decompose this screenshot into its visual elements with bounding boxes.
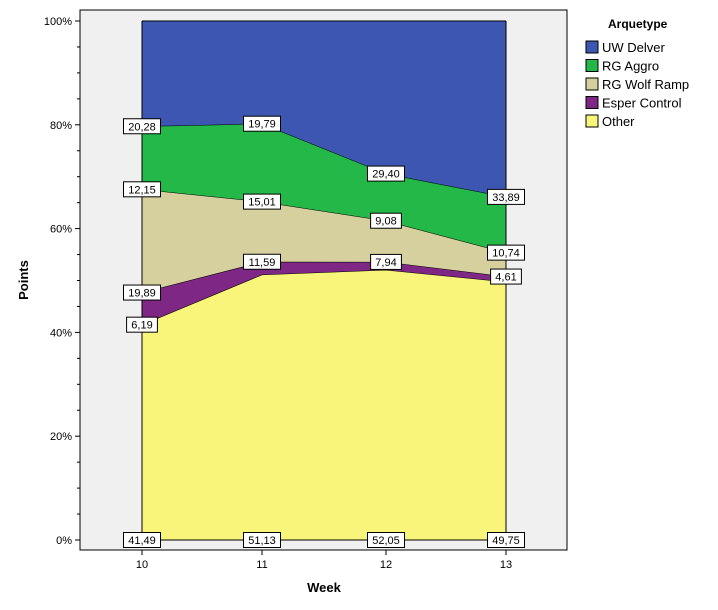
data-label: 33,89 (487, 188, 525, 205)
area-rg-aggro (142, 123, 506, 253)
area-other (142, 269, 506, 540)
data-label-box (243, 253, 281, 270)
data-label-text: 51,13 (248, 535, 276, 547)
y-tick-label: 40% (50, 327, 72, 339)
data-label-text: 20,28 (128, 121, 156, 133)
data-label-text: 12,15 (128, 184, 156, 196)
data-label-text: 19,89 (128, 288, 156, 300)
x-tick-label: 12 (380, 559, 392, 571)
data-label-box (367, 532, 405, 548)
data-label: 41,49 (123, 532, 161, 548)
x-axis: 10 11 12 13 (136, 550, 512, 571)
legend-label-other: Other (602, 114, 635, 129)
legend-label-uw-delver: UW Delver (602, 40, 666, 55)
x-axis-title: Week (307, 580, 341, 595)
y-axis-title: Points (16, 260, 31, 300)
data-label: 7,94 (370, 253, 402, 270)
data-label-box (487, 532, 525, 548)
legend-swatch-rg-aggro (585, 59, 599, 72)
data-label-text: 29,40 (372, 169, 400, 181)
data-label-box (123, 118, 161, 135)
data-label-text: 41,49 (128, 535, 156, 547)
data-label: 6,19 (126, 316, 158, 333)
data-label: 4,61 (490, 268, 522, 285)
data-label-text: 49,75 (492, 535, 520, 547)
data-label-text: 10,74 (492, 248, 520, 260)
legend-swatch-uw-delver (585, 40, 599, 54)
data-label: 20,28 (123, 118, 161, 135)
x-tick-label: 10 (136, 559, 148, 571)
legend-title: Arquetype (608, 17, 668, 31)
data-label-box (243, 193, 281, 210)
data-label: 12,15 (123, 181, 161, 198)
data-label-box (487, 188, 525, 205)
area-rg-wolf-ramp (142, 189, 506, 293)
data-label-box (123, 181, 161, 198)
x-tick-label: 13 (500, 559, 512, 571)
data-label-box (370, 212, 402, 229)
area-uw-delver (142, 21, 506, 197)
y-tick-label: 60% (50, 224, 72, 236)
legend-label-rg-aggro: RG Aggro (602, 59, 659, 74)
legend-label-esper-control: Esper Control (602, 96, 682, 111)
data-label: 11,59 (243, 253, 281, 270)
y-tick-label: 80% (50, 120, 72, 132)
legend-swatch-rg-wolf-ramp (585, 77, 599, 91)
data-label-box (123, 532, 161, 548)
data-label-text: 33,89 (492, 192, 520, 204)
legend-label-rg-wolf-ramp: RG Wolf Ramp (602, 77, 689, 92)
data-label: 19,89 (123, 284, 161, 301)
y-tick-label: 20% (50, 431, 72, 443)
data-label: 10,74 (487, 244, 525, 261)
data-label: 9,08 (370, 212, 402, 229)
data-label: 19,79 (243, 115, 281, 132)
data-label-text: 4,61 (495, 272, 516, 284)
data-label-box (243, 532, 281, 548)
data-label-text: 19,79 (248, 119, 276, 131)
data-label: 15,01 (243, 193, 281, 210)
series-areas (141, 20, 507, 541)
legend-swatch-esper-control (585, 96, 599, 109)
data-label-box (243, 115, 281, 132)
data-label-text: 15,01 (248, 197, 276, 209)
data-label: 29,40 (367, 165, 405, 182)
data-label-text: 52,05 (372, 535, 400, 547)
data-labels: 41,49 51,13 52,05 49,75 6,19 19,89 11,59 7,94 4,… (123, 115, 525, 548)
y-axis: 0% 20% 40% 60% 80% 100% (44, 16, 80, 547)
data-label: 51,13 (243, 532, 281, 548)
legend: Arquetype UW Delver RG Aggro RG Wolf Ramp E… (585, 17, 689, 129)
data-label-text: 9,08 (375, 216, 396, 228)
data-label-box (367, 165, 405, 182)
area-esper-control (142, 261, 506, 325)
data-label-box (490, 268, 522, 285)
y-tick-label: 100% (44, 16, 72, 28)
data-label: 49,75 (487, 532, 525, 548)
legend-swatch-other (585, 114, 599, 128)
data-label-box (370, 253, 402, 270)
line-esper-control (141, 261, 507, 294)
data-label-box (487, 244, 525, 261)
data-label-text: 11,59 (249, 257, 276, 269)
data-label-text: 6,19 (131, 320, 152, 332)
data-label-text: 7,94 (375, 257, 396, 269)
x-tick-label: 11 (256, 559, 267, 571)
data-label: 52,05 (367, 532, 405, 548)
y-tick-label: 0% (56, 535, 72, 547)
data-label-box (123, 284, 161, 301)
data-label-box (126, 316, 158, 333)
